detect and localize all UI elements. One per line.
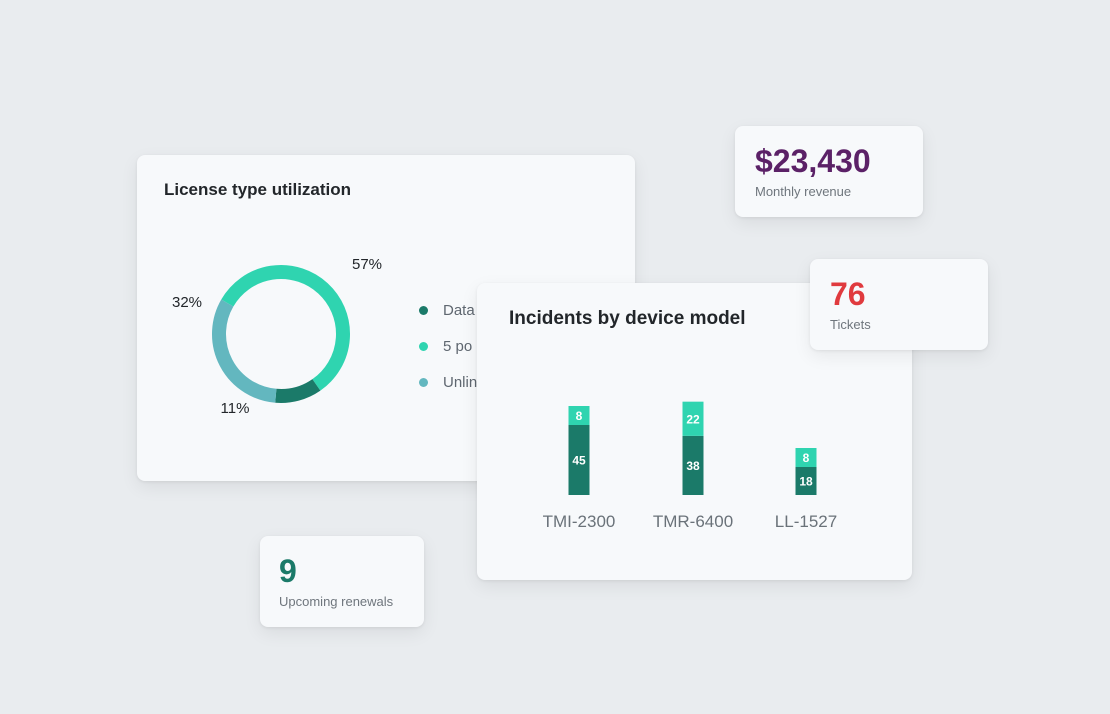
license-card-title: License type utilization xyxy=(164,180,352,199)
revenue-value: $23,430 xyxy=(755,143,871,179)
renewals-value: 9 xyxy=(279,553,297,589)
legend-swatch xyxy=(419,377,428,387)
category-label: LL-1527 xyxy=(775,512,837,531)
bar-segment xyxy=(568,406,590,425)
slice-percent-label: 57% xyxy=(352,256,382,273)
bar-value-label: 8 xyxy=(576,409,583,423)
license-legend: Data 5 po Unlin xyxy=(419,292,477,400)
tickets-card: 76 Tickets xyxy=(810,259,988,350)
incidents-bar-chart: 45 8 TMI-2300 38 22 TMR-6400 18 8 LL-1527 xyxy=(543,401,837,531)
bar-value-label: 22 xyxy=(686,412,700,426)
legend-label: Unlin xyxy=(443,373,478,391)
legend-item: 5 po xyxy=(419,328,477,364)
revenue-label: Monthly revenue xyxy=(755,184,852,199)
bar-value-label: 45 xyxy=(572,454,586,468)
donut-slice xyxy=(275,378,321,403)
bar-segment xyxy=(682,435,704,495)
bar-value-label: 18 xyxy=(799,475,813,489)
legend-label: Data xyxy=(443,301,475,319)
upcoming-renewals-card: 9 Upcoming renewals xyxy=(260,536,424,627)
donut-slice xyxy=(212,299,277,403)
category-label: TMR-6400 xyxy=(653,512,733,531)
bar-segment xyxy=(682,401,704,436)
slice-percent-label: 32% xyxy=(172,294,202,311)
incidents-by-device-card: Incidents by device model 45 8 TMI-2300 38 2… xyxy=(477,283,912,580)
bar-segment xyxy=(795,448,817,467)
legend-swatch xyxy=(419,305,428,315)
bar-value-label: 38 xyxy=(686,459,700,473)
bar-segment xyxy=(568,425,590,495)
legend-item: Unlin xyxy=(419,364,477,400)
legend-label: 5 po xyxy=(443,337,473,355)
slice-percent-label: 11% xyxy=(221,400,250,417)
legend-swatch xyxy=(419,341,428,351)
bar-value-label: 8 xyxy=(803,451,810,465)
category-label: TMI-2300 xyxy=(543,512,616,531)
renewals-label: Upcoming renewals xyxy=(279,594,394,609)
legend-item: Data xyxy=(419,292,477,328)
tickets-value: 76 xyxy=(830,276,866,312)
donut-slice xyxy=(221,265,350,391)
incidents-card-title: Incidents by device model xyxy=(509,308,746,329)
monthly-revenue-card: $23,430 Monthly revenue xyxy=(735,126,923,217)
bar-segment xyxy=(795,467,817,495)
tickets-label: Tickets xyxy=(830,317,871,332)
license-donut-chart: 57% 11% 32% xyxy=(172,256,382,417)
